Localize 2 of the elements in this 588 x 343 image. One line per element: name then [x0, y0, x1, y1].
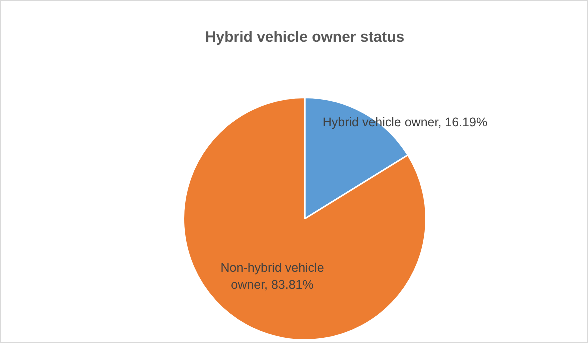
chart-title: Hybrid vehicle owner status — [205, 29, 405, 46]
slice-label: Non-hybrid vehicle owner, 83.81% — [220, 261, 324, 292]
